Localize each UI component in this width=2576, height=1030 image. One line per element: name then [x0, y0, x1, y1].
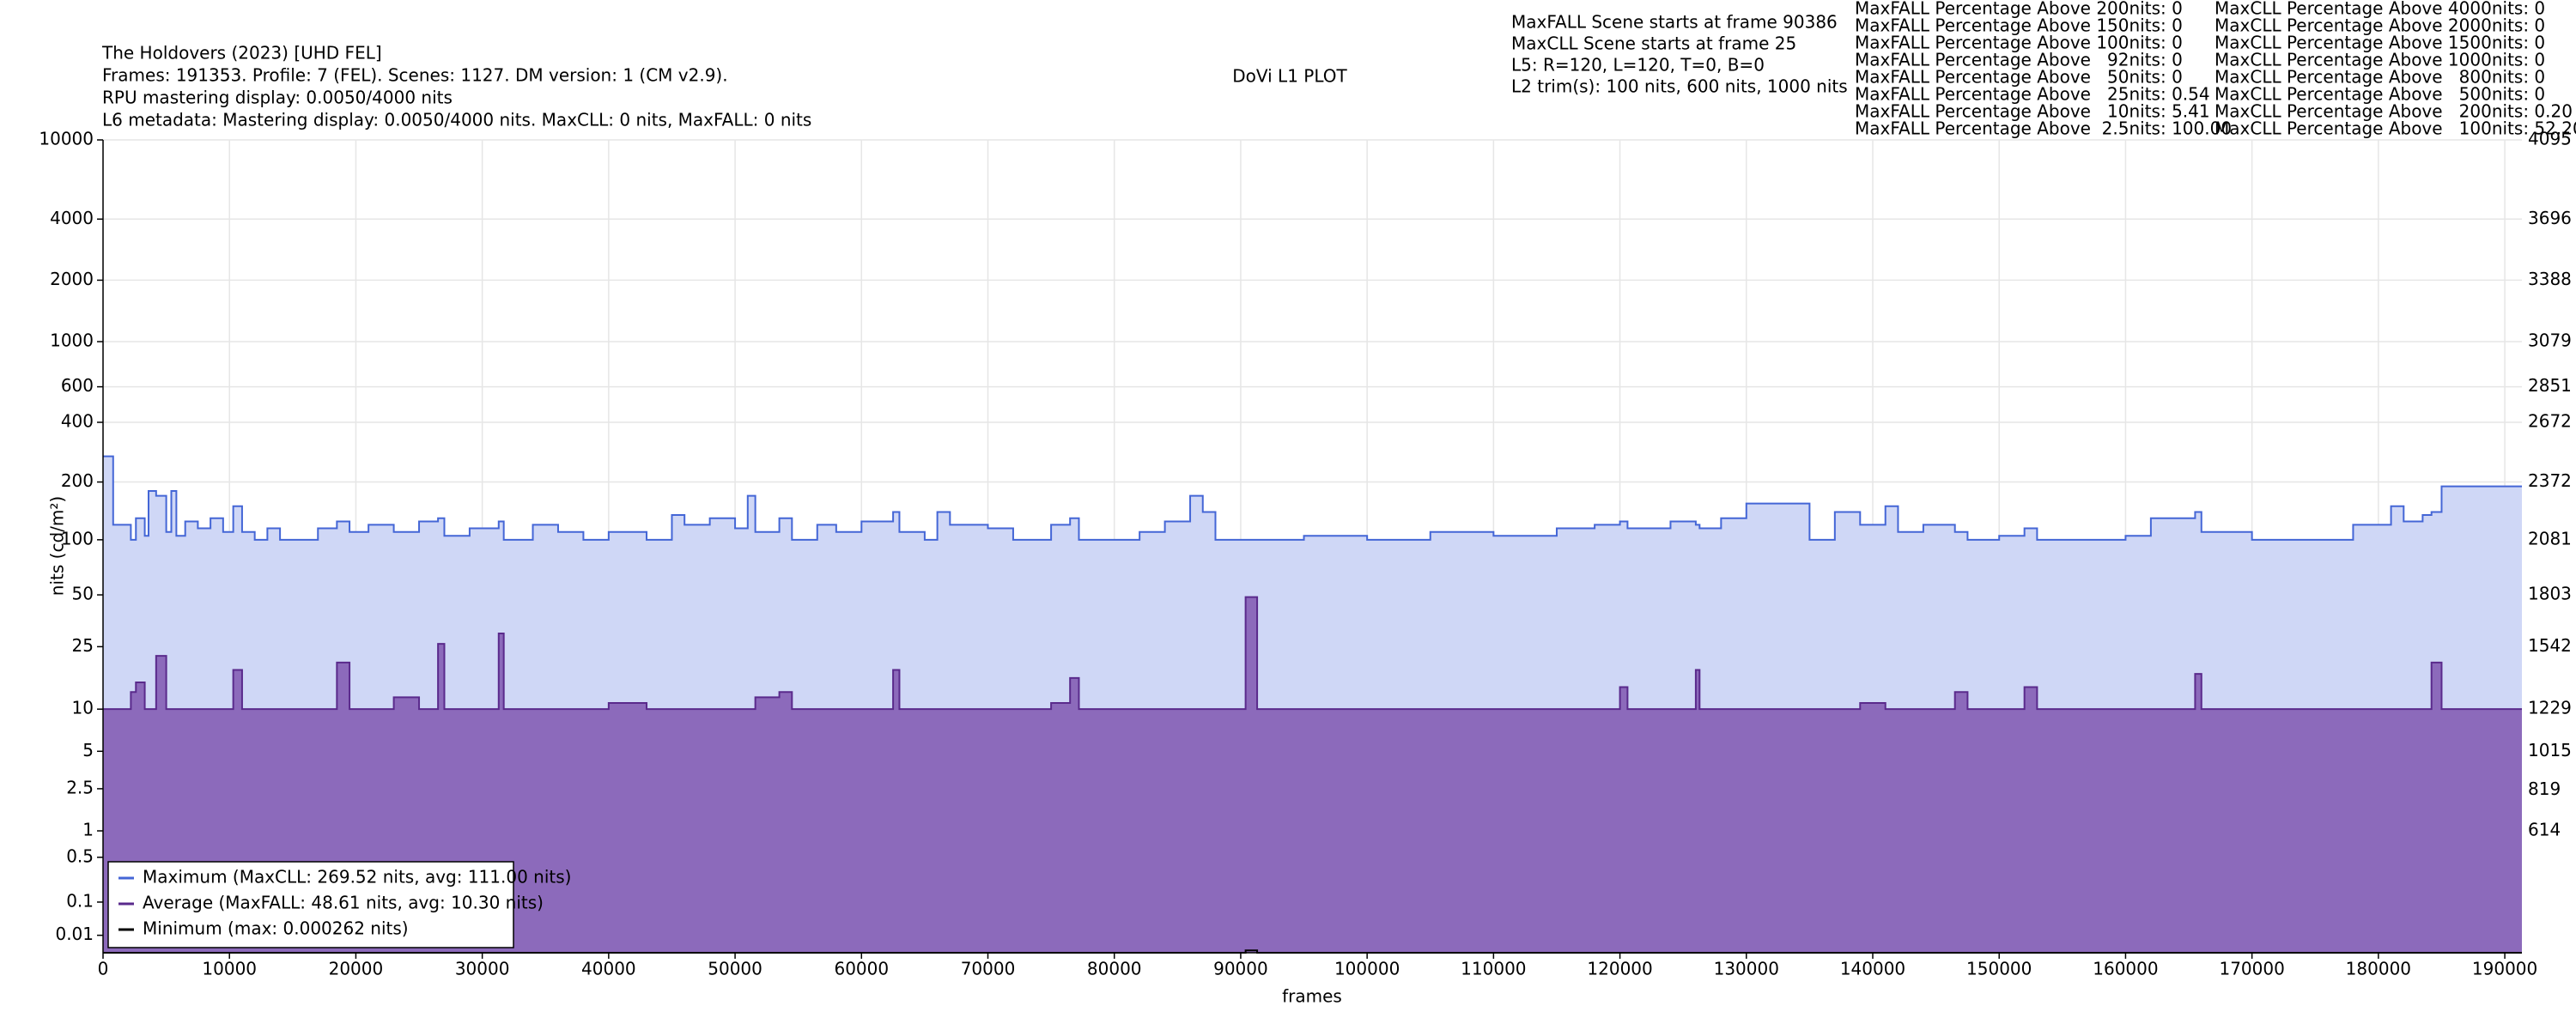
- series-line: [103, 596, 2522, 711]
- y-tick-label: 4000: [50, 208, 94, 228]
- y2-tick-label: 1803: [2528, 584, 2572, 604]
- y-tick-label: 5: [82, 740, 94, 760]
- x-tick-label: 110000: [1461, 959, 1526, 979]
- x-tick-label: 140000: [1840, 959, 1905, 979]
- x-tick-label: 50000: [708, 959, 762, 979]
- y-tick-label: 1: [82, 820, 94, 840]
- maxfall-stat: MaxFALL Percentage Above 10nits: 5.41: [1855, 101, 2210, 122]
- maxcll-stat: MaxCLL Percentage Above 4000nits: 0: [2215, 0, 2545, 19]
- maxfall-stat: MaxFALL Percentage Above 100nits: 0: [1855, 33, 2183, 53]
- y-tick-label: 10000: [39, 129, 94, 149]
- maxfall-stat: MaxFALL Percentage Above 200nits: 0: [1855, 0, 2183, 19]
- x-tick-label: 60000: [834, 959, 889, 979]
- y-tick-label: 1000: [50, 330, 94, 351]
- scene-info-line: L2 trim(s): 100 nits, 600 nits, 1000 nit…: [1511, 76, 1848, 97]
- y2-tick-label: 1015: [2528, 740, 2572, 760]
- chart-title: DoVi L1 PLOT: [1232, 66, 1347, 87]
- series-area: [103, 597, 2522, 953]
- x-tick-label: 80000: [1087, 959, 1142, 979]
- legend-label: Average (MaxFALL: 48.61 nits, avg: 10.30…: [143, 893, 544, 913]
- y2-tick-label: 3079: [2528, 330, 2572, 350]
- y-tick-label: 50: [72, 584, 94, 604]
- y2-tick-label: 2372: [2528, 470, 2572, 491]
- legend-label: Minimum (max: 0.000262 nits): [143, 918, 409, 939]
- x-axis-label: frames: [1282, 986, 1342, 1007]
- info-line: RPU mastering display: 0.0050/4000 nits: [102, 88, 453, 108]
- x-tick-label: 30000: [455, 959, 510, 979]
- x-tick-label: 190000: [2472, 959, 2537, 979]
- info-line: L6 metadata: Mastering display: 0.0050/4…: [102, 110, 811, 130]
- y-tick-label: 2000: [50, 269, 94, 289]
- maxfall-stat: MaxFALL Percentage Above 150nits: 0: [1855, 15, 2183, 36]
- x-tick-label: 180000: [2346, 959, 2411, 979]
- x-tick-label: 40000: [581, 959, 636, 979]
- x-tick-label: 0: [98, 959, 109, 979]
- scene-info-line: MaxCLL Scene starts at frame 25: [1511, 33, 1796, 54]
- maxcll-stat: MaxCLL Percentage Above 100nits: 52.20: [2215, 118, 2576, 139]
- x-tick-label: 170000: [2219, 959, 2284, 979]
- x-tick-label: 130000: [1714, 959, 1779, 979]
- y-tick-label: 200: [61, 470, 94, 491]
- y-tick-label: 600: [61, 375, 94, 396]
- maxcll-stat: MaxCLL Percentage Above 200nits: 0.20: [2215, 101, 2573, 122]
- y-tick-label: 0.1: [66, 890, 94, 911]
- maxcll-stat: MaxCLL Percentage Above 1000nits: 0: [2215, 50, 2545, 70]
- y-axis-label: nits (cd/m²): [47, 496, 68, 596]
- y-tick-label: 10: [72, 698, 94, 718]
- info-line: The Holdovers (2023) [UHD FEL]: [101, 43, 382, 64]
- maxfall-stat: MaxFALL Percentage Above 92nits: 0: [1855, 50, 2183, 70]
- y-tick-label: 25: [72, 635, 94, 656]
- y-tick-label: 0.5: [66, 845, 94, 866]
- maxfall-stat: MaxFALL Percentage Above 2.5nits: 100.00: [1855, 118, 2232, 139]
- maxcll-stat: MaxCLL Percentage Above 2000nits: 0: [2215, 15, 2545, 36]
- y2-tick-label: 1542: [2528, 635, 2572, 656]
- y2-tick-label: 3696: [2528, 208, 2572, 228]
- x-tick-label: 100000: [1334, 959, 1400, 979]
- series-line: [103, 455, 2522, 541]
- y-tick-label: 100: [61, 528, 94, 548]
- y2-tick-label: 4095: [2528, 129, 2572, 149]
- y2-tick-label: 614: [2528, 820, 2561, 840]
- info-line: Frames: 191353. Profile: 7 (FEL). Scenes…: [102, 65, 728, 86]
- x-tick-label: 150000: [1966, 959, 2032, 979]
- maxfall-stat: MaxFALL Percentage Above 25nits: 0.54: [1855, 84, 2210, 105]
- legend: Maximum (MaxCLL: 269.52 nits, avg: 111.0…: [107, 861, 571, 948]
- legend-label: Maximum (MaxCLL: 269.52 nits, avg: 111.0…: [143, 867, 571, 888]
- y2-tick-label: 819: [2528, 779, 2561, 799]
- maxcll-stat: MaxCLL Percentage Above 1500nits: 0: [2215, 33, 2545, 53]
- x-tick-label: 20000: [329, 959, 384, 979]
- x-tick-label: 120000: [1587, 959, 1652, 979]
- x-tick-label: 90000: [1213, 959, 1268, 979]
- maxcll-stat: MaxCLL Percentage Above 800nits: 0: [2215, 67, 2545, 88]
- x-tick-label: 10000: [202, 959, 257, 979]
- maxcll-stat: MaxCLL Percentage Above 500nits: 0: [2215, 84, 2545, 105]
- y2-tick-label: 2672: [2528, 411, 2572, 432]
- y2-tick-label: 3388: [2528, 269, 2572, 289]
- y2-tick-label: 1229: [2528, 697, 2572, 718]
- x-tick-label: 70000: [961, 959, 1016, 979]
- y-tick-label: 400: [61, 411, 94, 432]
- y-tick-label: 0.01: [55, 924, 94, 944]
- maxfall-stat: MaxFALL Percentage Above 50nits: 0: [1855, 67, 2183, 88]
- scene-info-line: MaxFALL Scene starts at frame 90386: [1511, 12, 1838, 33]
- y-tick-label: 2.5: [66, 777, 94, 797]
- y2-tick-label: 2081: [2528, 528, 2572, 548]
- legend-box: [107, 861, 514, 948]
- x-tick-label: 160000: [2093, 959, 2158, 979]
- scene-info-line: L5: R=120, L=120, T=0, B=0: [1511, 55, 1765, 76]
- y2-tick-label: 2851: [2528, 375, 2572, 396]
